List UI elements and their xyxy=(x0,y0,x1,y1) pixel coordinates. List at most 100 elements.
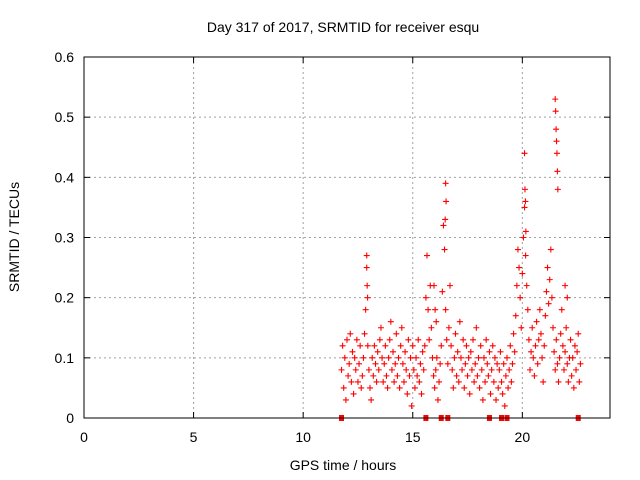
data-point xyxy=(370,372,377,379)
data-point xyxy=(537,330,544,337)
data-point xyxy=(364,342,371,349)
data-point xyxy=(542,312,549,319)
data-point xyxy=(554,186,561,193)
y-tick-label: 0.3 xyxy=(55,230,75,246)
data-point xyxy=(560,366,567,373)
data-point xyxy=(360,354,367,361)
data-point xyxy=(447,282,454,289)
data-point xyxy=(349,348,356,355)
data-point xyxy=(471,378,478,385)
data-point xyxy=(433,318,440,325)
data-point xyxy=(530,354,537,361)
data-point xyxy=(503,354,510,361)
data-point xyxy=(548,294,555,301)
data-point xyxy=(534,360,541,367)
data-point xyxy=(532,342,539,349)
data-point xyxy=(535,336,542,343)
data-point xyxy=(347,330,354,337)
data-point xyxy=(467,348,474,355)
data-point xyxy=(393,330,400,337)
data-point xyxy=(358,384,365,391)
data-point xyxy=(384,384,391,391)
data-point xyxy=(564,294,571,301)
data-point xyxy=(338,366,345,373)
data-point xyxy=(533,318,540,325)
data-point xyxy=(521,150,528,157)
data-point xyxy=(544,264,551,271)
chart-title: Day 317 of 2017, SRMTID for receiver esq… xyxy=(207,19,479,35)
data-point xyxy=(432,366,439,373)
data-point xyxy=(541,342,548,349)
data-point xyxy=(455,378,462,385)
data-point xyxy=(521,186,528,193)
data-point xyxy=(463,342,470,349)
data-point xyxy=(374,348,381,355)
data-point xyxy=(432,306,439,313)
data-point xyxy=(386,336,393,343)
data-point xyxy=(480,354,487,361)
data-point xyxy=(528,348,535,355)
data-point xyxy=(495,384,502,391)
data-point xyxy=(470,336,477,343)
x-tick-label: 10 xyxy=(295,429,311,445)
data-point xyxy=(394,372,401,379)
x-tick-label: 20 xyxy=(515,429,531,445)
data-point xyxy=(513,282,520,289)
data-point xyxy=(510,330,517,337)
data-point xyxy=(505,384,512,391)
data-point xyxy=(468,366,475,373)
data-point xyxy=(576,378,583,385)
data-point xyxy=(497,348,504,355)
data-point xyxy=(575,330,582,337)
data-point xyxy=(410,366,417,373)
data-point xyxy=(475,354,482,361)
data-point xyxy=(472,360,479,367)
data-point xyxy=(570,384,577,391)
data-point xyxy=(392,360,399,367)
data-point xyxy=(565,378,572,385)
data-point xyxy=(499,390,506,397)
data-point xyxy=(545,300,552,307)
data-point xyxy=(546,276,553,283)
data-point xyxy=(493,396,500,403)
data-point xyxy=(452,330,459,337)
data-point xyxy=(462,360,469,367)
data-point xyxy=(529,324,536,331)
data-point xyxy=(571,342,578,349)
data-point xyxy=(411,384,418,391)
data-point xyxy=(363,252,370,259)
data-point xyxy=(418,390,425,397)
data-point xyxy=(390,348,397,355)
data-point xyxy=(361,330,368,337)
data-point xyxy=(436,378,443,385)
data-point xyxy=(414,372,421,379)
data-point xyxy=(397,342,404,349)
data-point xyxy=(387,318,394,325)
data-point xyxy=(342,396,349,403)
data-point xyxy=(348,378,355,385)
data-point xyxy=(512,312,519,319)
data-point xyxy=(461,384,468,391)
data-point xyxy=(415,336,422,343)
data-point xyxy=(428,324,435,331)
data-point xyxy=(438,342,445,349)
data-point xyxy=(405,336,412,343)
data-point xyxy=(434,396,441,403)
data-point xyxy=(372,360,379,367)
data-point xyxy=(509,360,516,367)
data-point xyxy=(487,390,494,397)
data-point xyxy=(356,360,363,367)
data-point xyxy=(524,306,531,313)
data-point xyxy=(379,354,386,361)
data-point xyxy=(456,318,463,325)
data-point xyxy=(483,336,490,343)
data-point xyxy=(573,366,580,373)
data-point xyxy=(403,366,410,373)
data-point xyxy=(563,324,570,331)
data-point xyxy=(419,348,426,355)
data-point xyxy=(367,384,374,391)
y-tick-label: 0.6 xyxy=(55,49,75,65)
data-point xyxy=(553,126,560,133)
data-point xyxy=(340,384,347,391)
data-point xyxy=(552,108,559,115)
